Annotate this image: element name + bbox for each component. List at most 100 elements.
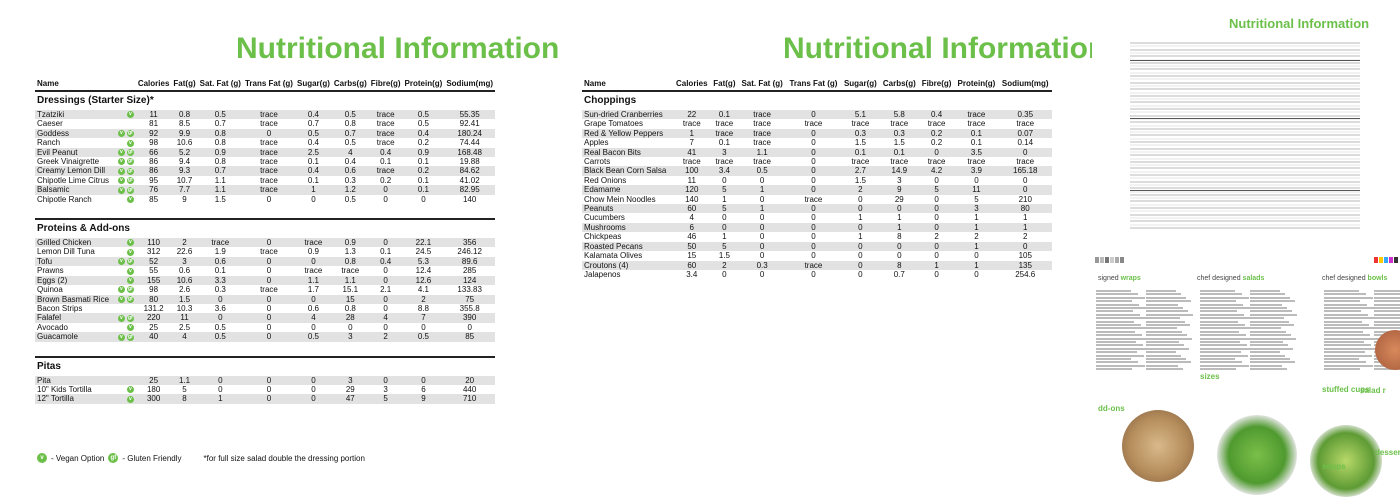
table-row: Grape Tomatoes trace trace trace trace trace t… [582,119,1052,128]
cell-sodium-mg: 440 [462,384,477,394]
dressing-footnote: *for full size salad double the dressing… [203,453,365,463]
cell-sugar-g: 0.5 [294,128,332,139]
cell-sat-fat-g: 0.8 [214,138,226,148]
cell-carbs-g: 0.8 [344,303,356,313]
menu-text-line [1250,317,1284,320]
cell-sat-fat-g: trace [197,238,243,248]
cell-fibre-g: 0 [368,375,403,385]
mini-table-row [1130,121,1360,124]
cell-sat-fat-g: 1.1 [738,147,787,158]
mini-table-row [1130,226,1360,229]
menu-text-line [1250,303,1282,306]
item-name: Carrots [584,157,611,167]
cell-sodium-mg: 356 [444,238,495,248]
cell-sat-fat-g: trace [753,119,772,129]
gluten-friendly-badge-icon: gf [126,186,134,194]
cell-fibre-g: 0.1 [380,157,392,167]
cell-protein-g: 0 [974,251,979,261]
cell-calories: 98 [149,285,159,295]
item-name: Ranch [37,138,61,148]
table-row: Chickpeas 46 1 0 0 1 8 2 2 2 [582,232,1052,241]
cell-sat-fat-g: 1 [738,185,787,195]
cell-trans-fat-g: trace [260,285,278,295]
cell-trans-fat-g: 0 [266,322,272,332]
cell-carbs-g: 5.8 [879,110,919,120]
cell-protein-g: 0.5 [402,110,445,120]
cell-calories: 120 [673,185,711,195]
cell-sodium-mg: 1 [998,222,1052,233]
menu-text-line [1096,290,1131,292]
menu-heading: chef designed salads [1197,275,1264,282]
mini-table-row [1130,98,1360,101]
cell-fibre-g: trace [376,119,395,129]
cell-sugar-g: trace [294,238,332,248]
mini-table-row [1130,94,1360,97]
vegan-badge-icon: v [117,177,125,185]
cell-trans-fat-g: trace [242,185,295,195]
mini-table-row [1130,81,1360,84]
menu-text-line [1096,351,1137,354]
cell-calories: 312 [146,247,161,257]
cell-carbs-g: 0.3 [879,128,919,139]
cell-fat-g: 3.4 [710,166,739,176]
cell-fibre-g: 0 [368,275,403,286]
menu-text-line [1200,324,1245,326]
cell-sodium-mg: 82.95 [444,185,495,195]
table-row: Guacamole v gf 40 4 0.5 0 0.5 3 2 0.5 85 [35,332,495,342]
menu-text-line [1200,296,1249,299]
cell-trans-fat-g: trace [260,175,278,185]
item-name: 12" Tortilla [35,394,112,404]
mini-table-row [1130,150,1360,153]
vegan-badge-icon: v [126,139,134,147]
cell-protein-g: 1 [974,213,979,223]
cell-carbs-g: 0.9 [331,238,369,248]
menu-text-line [1250,368,1287,371]
cell-protein-g: 0.1 [417,157,429,167]
cell-fat-g: 8 [171,394,198,404]
item-name: Lemon Dill Tuna [37,247,95,257]
table-row: Tzatziki v 11 0.8 0.5 trace 0.4 0.5 trace 0.5 55.3… [35,110,495,120]
menu-text-line [1096,296,1145,299]
mini-table-row [1130,127,1360,130]
cell-sugar-g: 4 [294,313,332,323]
item-name: Balsamic [35,185,112,195]
mini-table-row [1130,61,1360,64]
table-row: Roasted Pecans 50 5 0 0 0 0 0 1 0 [582,241,1052,252]
menu-text-line [1200,293,1242,296]
cell-trans-fat-g: 0 [242,294,295,304]
cell-calories: 92 [135,128,172,139]
cell-sat-fat-g: 0.7 [214,119,226,129]
cell-calories: 66 [135,147,172,158]
menu-text-line [1324,290,1359,292]
item-name: Eggs (2) [35,275,112,286]
cell-calories: 300 [135,394,172,404]
column-header-fibre-g: Fibre(g) [918,78,955,92]
cell-fibre-g: 0.2 [918,128,955,139]
menu-text-line [1324,344,1371,347]
menu-text-line [1200,368,1236,371]
cell-sodium-mg: 710 [444,394,495,404]
cell-fibre-g: 2 [934,232,939,242]
cell-calories: 80 [135,294,172,304]
menu-text-line [1200,347,1254,350]
cell-fat-g: 22.6 [176,247,193,257]
table-row: Chipotle Lime Citrus v gf 95 10.7 1.1 trace 0.1… [35,176,495,185]
menu-text-line [1096,303,1139,306]
item-name: Goddess [35,128,112,139]
cell-fat-g: 0 [710,222,739,233]
mini-table-row [1130,154,1360,157]
mini-table-row [1130,147,1360,150]
mini-table-row [1130,164,1360,167]
cell-sodium-mg: 19.88 [459,157,480,167]
cell-protein-g: trace [954,110,999,120]
table-row: Bacon Strips 131.2 10.3 3.6 0 0.6 0.8 0 8.8 355.8 [35,304,495,313]
cell-fibre-g: 0 [368,294,403,304]
cell-fat-g: 5.2 [171,147,198,158]
cell-carbs-g: 0.5 [344,138,356,148]
cell-sugar-g: 0.4 [294,166,332,176]
table-row: Peanuts 60 5 1 0 0 0 0 3 80 [582,204,1052,214]
cell-carbs-g: 8 [897,232,902,242]
vegan-badge-icon: v [37,453,47,463]
cell-carbs-g: 15.1 [342,285,359,295]
menu-text-line [1096,293,1138,296]
